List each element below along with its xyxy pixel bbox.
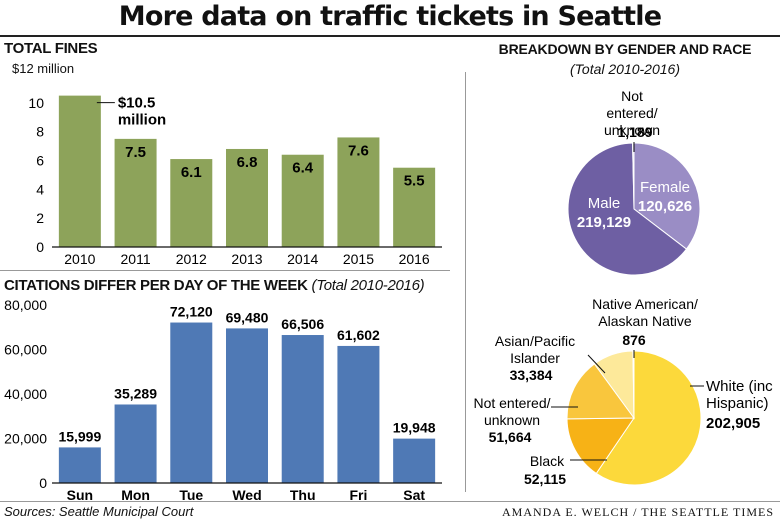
days-category-label: Sat <box>403 487 425 503</box>
breakdown-title: BREAKDOWN BY GENDER AND RACE <box>498 41 752 57</box>
days-category-label: Sun <box>67 487 93 503</box>
days-ytick-label: 40,000 <box>4 386 47 402</box>
fines-ytick-label: 0 <box>36 239 44 255</box>
days-data-label: 35,289 <box>114 385 157 401</box>
fines-ytick-label: 8 <box>36 124 44 140</box>
days-category-label: Thu <box>290 487 316 503</box>
fines-ytick-label: 6 <box>36 153 44 169</box>
fines-category-label: 2013 <box>231 251 262 267</box>
sources-note: Sources: Seattle Municipal Court <box>4 504 194 519</box>
race-slice-label: Native American/Alaskan Native <box>592 296 698 329</box>
days-ytick-label: 60,000 <box>4 342 47 358</box>
race-slice-value: 33,384 <box>510 367 553 383</box>
days-bar-Sun <box>58 447 101 483</box>
days-bar-Fri <box>337 345 380 483</box>
race-slice-label: Asian/Pacific Islander <box>495 333 575 366</box>
gender-slice-value: 1,189 <box>617 124 652 140</box>
fines-bar-2014 <box>281 154 324 247</box>
fines-bar-2016 <box>393 167 436 247</box>
fines-bar-2010 <box>58 95 101 247</box>
race-slice-value: 202,905 <box>706 415 760 432</box>
days-bar-Wed <box>226 328 268 483</box>
gender-slice-label: Female <box>640 179 690 196</box>
days-category-label: Wed <box>232 487 261 503</box>
race-slice-2 <box>566 363 635 420</box>
race-slice-value: 876 <box>622 332 646 348</box>
race-slice-label: Not entered/unknown <box>473 395 550 428</box>
fines-bar-2013 <box>226 148 268 247</box>
column-divider <box>465 72 466 492</box>
race-pie-chart: White (inc Hispanic) 202,905 Black 52,115 Not… <box>473 296 773 487</box>
fines-category-label: 2012 <box>176 251 207 267</box>
race-slice-label: Black <box>530 453 565 469</box>
days-category-label: Tue <box>179 487 203 503</box>
fines-ytick-label: 4 <box>36 181 44 197</box>
fines-data-label: 7.6 <box>348 142 369 159</box>
days-bar-Sat <box>393 438 436 483</box>
days-ytick-label: 80,000 <box>4 297 47 313</box>
gender-slice-value: 120,626 <box>638 198 692 215</box>
fines-data-label: 6.8 <box>237 154 258 171</box>
race-slice-0 <box>595 350 702 486</box>
days-data-label: 66,506 <box>281 316 324 332</box>
days-data-label: 72,120 <box>170 304 213 320</box>
fines-category-label: 2014 <box>287 251 318 267</box>
fines-ytick-label: 2 <box>36 210 44 226</box>
days-bar-Mon <box>114 404 157 483</box>
race-slice-value: 52,115 <box>524 471 566 487</box>
days-chart-subtitle: (Total 2010-2016) <box>311 277 425 294</box>
fines-bar-2015 <box>337 137 380 247</box>
fines-data-label: 6.1 <box>181 164 202 181</box>
gender-slice-label: Male <box>588 195 621 212</box>
fines-category-label: 2016 <box>399 251 430 267</box>
gender-pie-chart: Female 120,626 Male 219,129 Not entered/unkno… <box>567 88 701 276</box>
days-ytick-label: 0 <box>39 475 47 491</box>
race-slice-value: 51,664 <box>489 429 532 445</box>
days-category-label: Mon <box>121 487 150 503</box>
days-bar-Thu <box>281 335 324 483</box>
race-leader-line <box>587 354 606 374</box>
fines-data-label: 5.5 <box>404 173 425 190</box>
days-data-label: 15,999 <box>58 428 101 444</box>
race-slice-label: White (inc Hispanic) <box>706 378 773 412</box>
fines-data-label: $10.5 million <box>118 95 166 129</box>
fines-bar-2011 <box>114 138 157 247</box>
fines-chart: 0 2 4 6 8 10 2010 $10.5 million 2011 7.5 2012 6.1 201… <box>28 95 442 267</box>
days-data-label: 19,948 <box>393 420 436 436</box>
fines-unit-label: $12 million <box>12 61 75 76</box>
gender-slice-label: Not entered/unknown <box>604 88 660 138</box>
fines-category-label: 2015 <box>343 251 374 267</box>
fines-bar-2012 <box>170 159 213 247</box>
days-chart-heading: CITATIONS DIFFER PER DAY OF THE WEEK (To… <box>4 277 425 294</box>
fines-data-label: 7.5 <box>125 144 146 161</box>
footer-divider <box>0 501 780 502</box>
breakdown-subtitle: (Total 2010-2016) <box>569 61 680 77</box>
title-divider <box>0 35 780 37</box>
days-ytick-label: 20,000 <box>4 431 47 447</box>
days-chart-title: CITATIONS DIFFER PER DAY OF THE WEEK <box>4 277 308 294</box>
gender-slice-0 <box>633 142 701 250</box>
fines-chart-title: TOTAL FINES <box>4 40 98 57</box>
gender-slice-value: 219,129 <box>577 214 631 231</box>
days-data-label: 69,480 <box>226 309 269 325</box>
section-divider <box>0 270 450 271</box>
credit-line: AMANDA E. WELCH / THE SEATTLE TIMES <box>502 505 774 519</box>
fines-ytick-label: 10 <box>28 95 44 111</box>
fines-category-label: 2010 <box>64 251 95 267</box>
days-data-label: 61,602 <box>337 327 380 343</box>
days-chart: 0 20,000 40,000 60,000 80,000 Sun 15,999 Mon 35,… <box>4 297 442 503</box>
fines-data-label: 6.4 <box>292 160 314 177</box>
days-category-label: Fri <box>349 487 367 503</box>
fines-category-label: 2011 <box>121 251 151 267</box>
days-bar-Tue <box>170 322 213 483</box>
page-title: More data on traffic tickets in Seattle <box>118 1 662 32</box>
gender-slice-1 <box>567 142 688 276</box>
